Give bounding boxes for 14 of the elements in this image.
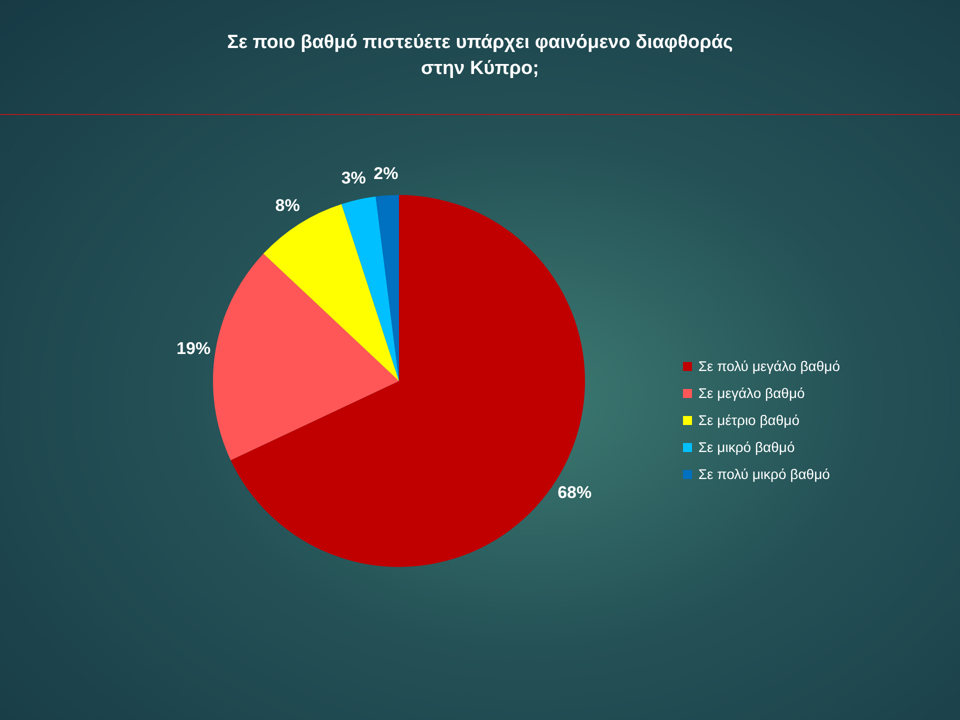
chart-title: Σε ποιο βαθμό πιστεύετε υπάρχει φαινόμενο διαφθοράς στην Κύπρο; [226,31,734,81]
legend-label: Σε μεγάλο βαθμό [698,384,805,403]
legend-label: Σε πολύ μικρό βαθμό [698,464,830,484]
data-label: 8% [275,196,300,215]
pie-slice [213,254,399,460]
legend-label: Σε μικρό βαθμό [698,438,795,457]
pie-slice [376,195,399,381]
legend-label: Σε πολύ μεγάλο βαθμό [698,356,840,376]
data-label: 68% [558,482,592,502]
data-label: 2% [374,164,398,183]
data-label: 19% [176,338,211,358]
data-label: 3% [341,168,366,188]
legend-label: Σε μέτριο βαθμό [698,410,800,430]
pie-slice [342,196,399,381]
